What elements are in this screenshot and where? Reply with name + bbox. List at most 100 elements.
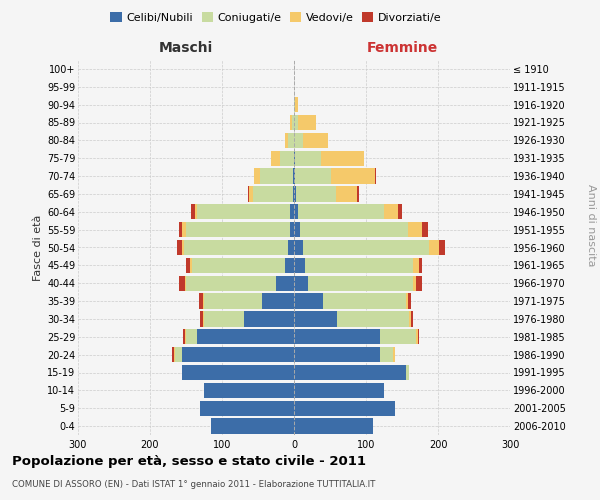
- Bar: [337, 312, 409, 326]
- Bar: [200, 312, 203, 326]
- Bar: [398, 204, 402, 220]
- Bar: [439, 240, 445, 255]
- Bar: [174, 347, 175, 362]
- Bar: [416, 329, 418, 344]
- Bar: [184, 240, 288, 255]
- Bar: [182, 365, 294, 380]
- Bar: [199, 294, 203, 308]
- Bar: [409, 312, 410, 326]
- Bar: [294, 186, 296, 202]
- Text: Anni di nascita: Anni di nascita: [586, 184, 596, 266]
- Bar: [422, 222, 428, 237]
- Bar: [276, 276, 294, 291]
- Bar: [413, 276, 416, 291]
- Bar: [290, 222, 294, 237]
- Bar: [298, 204, 384, 220]
- Bar: [192, 258, 286, 273]
- Bar: [172, 347, 174, 362]
- Bar: [302, 133, 328, 148]
- Bar: [203, 294, 204, 308]
- Bar: [203, 312, 204, 326]
- Bar: [262, 294, 294, 308]
- Bar: [358, 186, 359, 202]
- Bar: [394, 347, 395, 362]
- Bar: [293, 186, 294, 202]
- Bar: [271, 150, 280, 166]
- Bar: [182, 240, 184, 255]
- Bar: [197, 329, 294, 344]
- Bar: [294, 115, 298, 130]
- Bar: [320, 150, 364, 166]
- Bar: [294, 347, 380, 362]
- Bar: [296, 186, 336, 202]
- Bar: [280, 150, 294, 166]
- Bar: [295, 150, 320, 166]
- Bar: [294, 150, 295, 166]
- Text: Femmine: Femmine: [367, 40, 437, 54]
- Bar: [186, 276, 276, 291]
- Bar: [406, 294, 408, 308]
- Text: Maschi: Maschi: [159, 40, 213, 54]
- Bar: [428, 240, 439, 255]
- Bar: [336, 186, 358, 202]
- Bar: [294, 97, 295, 112]
- Bar: [323, 294, 406, 308]
- Bar: [294, 222, 300, 237]
- Bar: [294, 204, 298, 220]
- Bar: [185, 329, 186, 344]
- Bar: [182, 222, 186, 237]
- Bar: [186, 222, 290, 237]
- Bar: [295, 168, 331, 184]
- Bar: [250, 186, 253, 202]
- Bar: [406, 365, 409, 380]
- Bar: [294, 258, 305, 273]
- Bar: [204, 383, 294, 398]
- Bar: [294, 383, 384, 398]
- Bar: [182, 347, 294, 362]
- Bar: [186, 258, 190, 273]
- Bar: [260, 168, 293, 184]
- Bar: [175, 347, 182, 362]
- Bar: [288, 133, 294, 148]
- Bar: [197, 204, 290, 220]
- Bar: [410, 312, 413, 326]
- Bar: [308, 276, 413, 291]
- Bar: [254, 168, 260, 184]
- Bar: [294, 133, 302, 148]
- Bar: [178, 240, 182, 255]
- Bar: [185, 276, 186, 291]
- Bar: [293, 168, 294, 184]
- Bar: [191, 204, 194, 220]
- Bar: [288, 240, 294, 255]
- Bar: [290, 115, 292, 130]
- Bar: [179, 276, 185, 291]
- Text: Popolazione per età, sesso e stato civile - 2011: Popolazione per età, sesso e stato civil…: [12, 455, 366, 468]
- Bar: [408, 294, 412, 308]
- Y-axis label: Fasce di età: Fasce di età: [32, 214, 43, 280]
- Bar: [380, 329, 416, 344]
- Bar: [294, 168, 295, 184]
- Bar: [298, 115, 316, 130]
- Bar: [290, 204, 294, 220]
- Bar: [248, 186, 250, 202]
- Bar: [294, 240, 302, 255]
- Bar: [294, 294, 323, 308]
- Bar: [418, 329, 419, 344]
- Bar: [374, 168, 376, 184]
- Bar: [204, 312, 244, 326]
- Bar: [204, 294, 262, 308]
- Bar: [211, 418, 294, 434]
- Bar: [419, 258, 422, 273]
- Bar: [284, 133, 288, 148]
- Bar: [194, 204, 197, 220]
- Bar: [294, 400, 395, 416]
- Bar: [200, 400, 294, 416]
- Bar: [413, 258, 419, 273]
- Bar: [416, 276, 422, 291]
- Bar: [190, 258, 192, 273]
- Bar: [294, 276, 308, 291]
- Legend: Celibi/Nubili, Coniugati/e, Vedovi/e, Divorziati/e: Celibi/Nubili, Coniugati/e, Vedovi/e, Di…: [106, 8, 446, 28]
- Bar: [294, 365, 406, 380]
- Text: COMUNE DI ASSORO (EN) - Dati ISTAT 1° gennaio 2011 - Elaborazione TUTTITALIA.IT: COMUNE DI ASSORO (EN) - Dati ISTAT 1° ge…: [12, 480, 376, 489]
- Bar: [295, 97, 298, 112]
